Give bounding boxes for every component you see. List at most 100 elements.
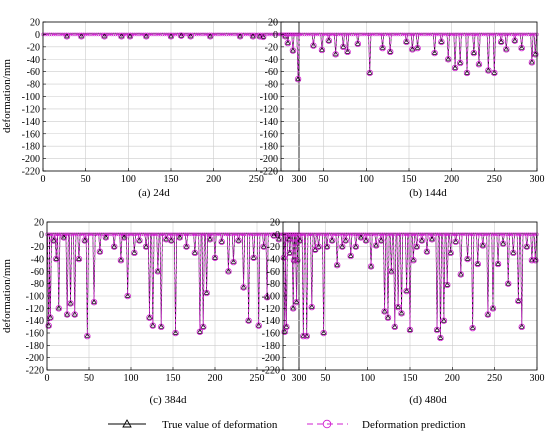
point-true-value <box>431 49 438 55</box>
baseline-marker <box>211 232 215 237</box>
x-tick-label: 200 <box>444 174 459 185</box>
point-true-value <box>290 305 297 311</box>
y-tick-label: -160 <box>262 329 280 340</box>
baseline-marker <box>156 232 161 237</box>
baseline-marker <box>507 232 512 237</box>
point-true-value <box>511 37 518 43</box>
baseline-marker <box>409 32 413 37</box>
series-spike-prediction <box>298 234 302 241</box>
baseline-marker <box>53 32 58 37</box>
baseline-marker <box>231 32 235 37</box>
point-true-value <box>464 69 471 75</box>
y-tick-label: -80 <box>31 279 44 290</box>
baseline-marker <box>437 232 442 237</box>
baseline-marker <box>321 32 326 37</box>
point-true-value <box>438 38 445 44</box>
series-spike-prediction <box>506 234 510 284</box>
y-tick-label: -80 <box>267 279 280 290</box>
baseline-marker <box>384 232 389 237</box>
baseline-marker <box>173 232 177 237</box>
point-prediction <box>444 281 451 289</box>
series-spike-prediction <box>386 234 390 318</box>
series-spike-prediction <box>231 234 236 263</box>
point-prediction <box>491 69 498 77</box>
baseline-marker <box>114 232 119 237</box>
baseline-marker <box>154 232 159 237</box>
baseline-marker <box>221 232 226 237</box>
baseline-marker <box>109 32 114 37</box>
baseline-marker <box>397 232 402 237</box>
baseline-marker <box>302 232 307 237</box>
series-spike-prediction <box>193 234 197 253</box>
baseline-marker <box>329 232 334 237</box>
series-spike-prediction <box>83 234 87 241</box>
point-prediction <box>447 249 454 257</box>
series-spike-prediction <box>85 234 89 337</box>
point-true-value <box>260 33 267 39</box>
point-true-value <box>308 303 315 310</box>
point-prediction <box>225 268 232 275</box>
baseline-marker <box>261 232 266 237</box>
baseline-marker <box>428 32 433 37</box>
baseline-marker <box>434 32 439 37</box>
baseline-marker <box>133 232 138 237</box>
point-prediction <box>168 237 175 244</box>
baseline-marker <box>481 32 486 37</box>
point-prediction <box>110 243 118 250</box>
panel-caption: (b) 144d <box>409 187 447 199</box>
baseline-marker <box>492 32 497 37</box>
series-spike-prediction <box>393 234 397 327</box>
point-prediction <box>332 51 339 58</box>
point-prediction <box>142 243 150 250</box>
baseline-marker <box>76 232 81 237</box>
baseline-marker <box>526 232 531 237</box>
baseline-marker <box>379 32 384 37</box>
series-spike-prediction <box>438 234 443 338</box>
baseline-marker <box>394 32 399 37</box>
series-spike-prediction <box>340 234 344 247</box>
point-prediction <box>259 33 267 41</box>
y-tick-label: -100 <box>26 292 44 303</box>
point-true-value <box>163 235 170 242</box>
panel-caption: (d) 480d <box>409 394 447 406</box>
y-tick-label: -180 <box>22 142 40 153</box>
point-prediction <box>440 317 448 324</box>
series-spike-true_value <box>496 234 500 264</box>
series-spike-prediction <box>420 234 424 241</box>
baseline-marker <box>509 32 514 37</box>
baseline-marker <box>108 232 112 237</box>
y-tick-label: -220 <box>260 167 278 178</box>
series-spike-prediction <box>513 34 517 41</box>
point-prediction <box>511 37 519 44</box>
x-tick-label: 250 <box>487 174 502 185</box>
y-tick-label: -100 <box>260 92 278 103</box>
baseline-marker <box>225 232 230 237</box>
point-true-value <box>373 242 380 248</box>
baseline-marker <box>74 232 79 237</box>
point-prediction <box>428 236 436 243</box>
point-true-value <box>230 258 237 265</box>
point-true-value <box>303 332 310 339</box>
point-true-value <box>500 240 507 246</box>
series-spike-prediction <box>471 234 475 329</box>
point-true-value <box>240 284 247 290</box>
baseline-marker <box>68 232 72 237</box>
legend-true-marker <box>122 419 132 428</box>
baseline-marker <box>349 32 354 37</box>
baseline-marker <box>408 232 412 237</box>
baseline-marker <box>391 232 395 237</box>
baseline-marker <box>505 232 510 237</box>
y-tick-label: 0 <box>273 30 278 41</box>
series-spike-prediction <box>411 234 415 261</box>
series-spike-prediction <box>265 234 269 298</box>
series-spike-true_value <box>491 234 495 309</box>
point-prediction <box>270 232 277 239</box>
series-spike-prediction <box>335 234 339 266</box>
baseline-marker <box>313 32 317 37</box>
baseline-marker <box>118 232 123 237</box>
y-axis-title-bottom: deformation/mm <box>1 259 13 333</box>
point-true-value <box>53 255 60 261</box>
series-spike-prediction <box>137 234 141 241</box>
point-true-value <box>332 50 339 57</box>
baseline-marker <box>444 232 448 237</box>
